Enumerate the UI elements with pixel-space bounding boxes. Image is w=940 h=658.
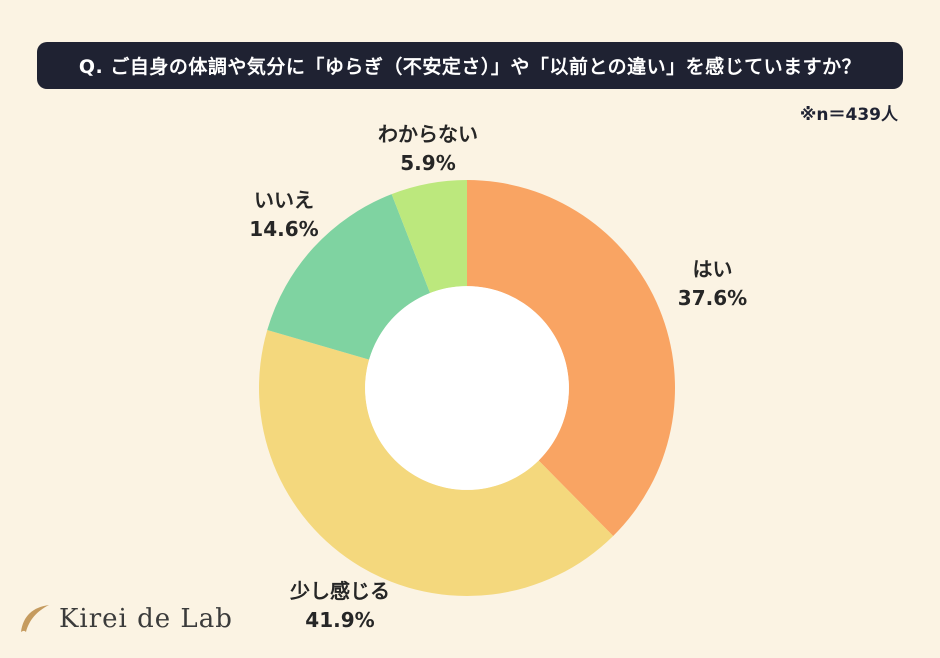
sample-size-note: ※n＝439人: [799, 105, 898, 125]
segment-category: 少し感じる: [290, 579, 390, 603]
segment-label-hai: はい 37.6%: [640, 255, 785, 313]
donut-hole: [365, 286, 569, 490]
pie-segment-いいえ: [267, 194, 431, 360]
brand-name: Kirei de Lab: [59, 604, 233, 634]
segment-category: わからない: [378, 122, 478, 146]
pie-segment-わからない: [391, 180, 467, 293]
pie-segment-はい: [467, 180, 675, 536]
segment-percent: 14.6%: [249, 217, 319, 241]
segment-percent: 41.9%: [305, 608, 375, 632]
brand-logo: Kirei de Lab: [18, 602, 233, 636]
segment-category: はい: [692, 257, 733, 281]
segment-category: いいえ: [254, 188, 314, 212]
segment-label-wakaranai: わからない 5.9%: [348, 120, 508, 178]
segment-label-sukoshi: 少し感じる 41.9%: [255, 577, 425, 635]
leaf-icon: [21, 605, 49, 632]
pie-segment-少し感じる: [259, 329, 614, 596]
segment-percent: 5.9%: [400, 151, 456, 175]
question-banner: Q. ご自身の体調や気分に「ゆらぎ（不安定さ）」や「以前との違い」を感じています…: [37, 42, 903, 89]
segment-percent: 37.6%: [677, 286, 748, 310]
question-text: Q. ご自身の体調や気分に「ゆらぎ（不安定さ）」や「以前との違い」を感じています…: [78, 56, 862, 78]
segment-label-iie: いいえ 14.6%: [214, 186, 354, 244]
